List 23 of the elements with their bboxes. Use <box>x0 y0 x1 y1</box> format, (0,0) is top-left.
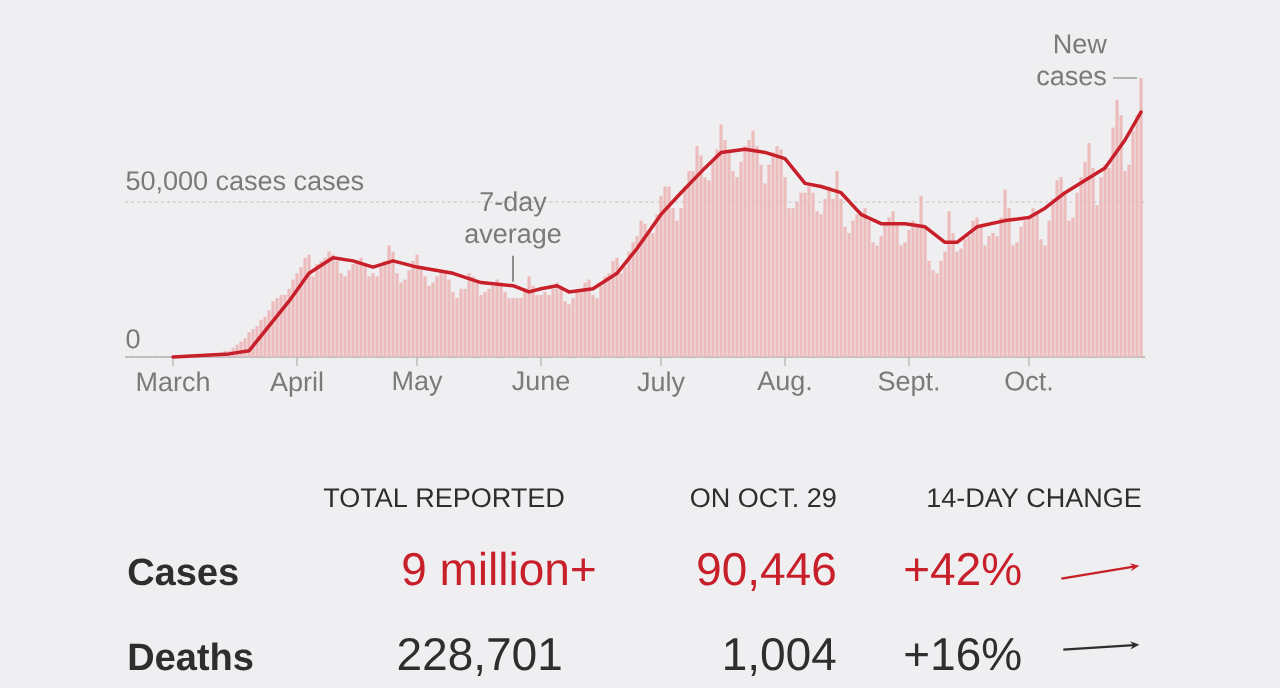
text: 228,701 <box>398 637 561 676</box>
text: TOTAL REPORTED <box>323 488 564 508</box>
text: ON OCT. 29 <box>691 488 836 508</box>
y-tick-label: 50,000 cases cases <box>126 171 364 194</box>
y-tick-label: 0 <box>126 329 140 349</box>
x-tick-label: April <box>270 371 323 397</box>
text: 1,004 <box>725 637 836 676</box>
text: 14-DAY CHANGE <box>928 488 1141 508</box>
text: 90,446 <box>698 552 835 591</box>
x-tick-label: March <box>137 371 209 392</box>
x-tick-label: July <box>637 371 685 397</box>
text: +16% <box>905 637 1021 671</box>
x-tick-label: Sept. <box>878 371 939 396</box>
text: Cases <box>128 558 238 586</box>
series-label: 7-day average <box>465 191 561 249</box>
x-tick-label: Oct. <box>1005 371 1052 391</box>
series-label: New cases <box>1037 34 1107 86</box>
x-tick-label: May <box>393 371 443 396</box>
x-tick-label: June <box>512 371 570 391</box>
text: +42% <box>905 552 1021 586</box>
text: Deaths <box>129 642 253 671</box>
text: 9 million+ <box>403 551 595 586</box>
x-tick-label: Aug. <box>757 371 811 396</box>
